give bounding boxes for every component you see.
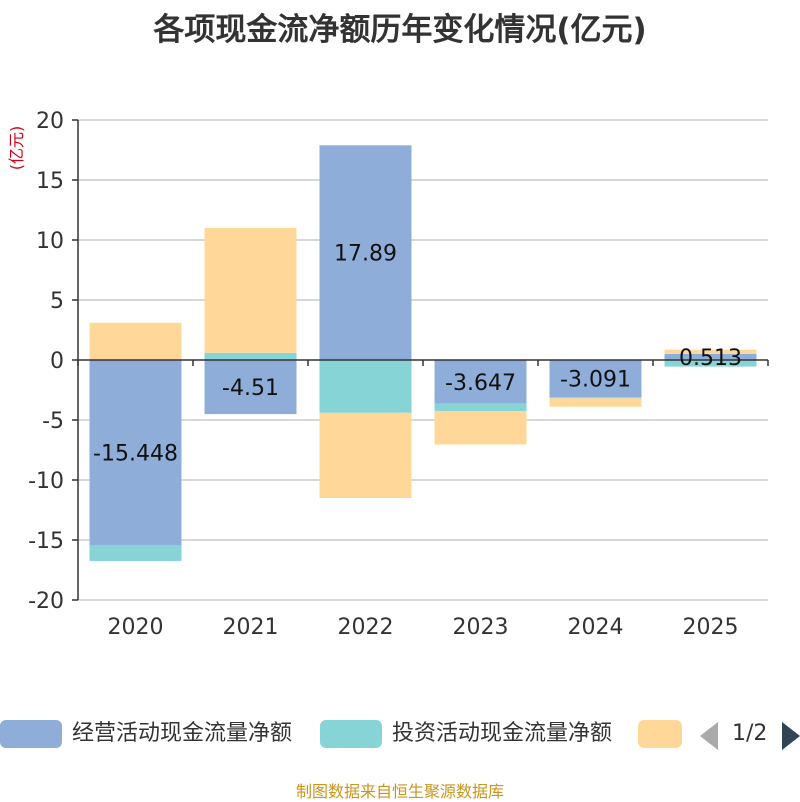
y-tick-label: 5 bbox=[50, 289, 64, 314]
y-tick-label: -20 bbox=[28, 589, 64, 614]
x-tick-label: 2020 bbox=[108, 615, 164, 640]
source-note: 制图数据来自恒生聚源数据库 bbox=[295, 782, 504, 801]
x-tick-label: 2022 bbox=[338, 615, 394, 640]
bars bbox=[89, 145, 757, 561]
x-tick-label: 2024 bbox=[568, 615, 624, 640]
bar-third-2021 bbox=[204, 228, 297, 353]
gridlines bbox=[78, 119, 768, 601]
chart-title: 各项现金流净额历年变化情况(亿元) bbox=[153, 12, 647, 48]
y-tick-label: -10 bbox=[28, 469, 64, 494]
legend-prev-page-icon[interactable] bbox=[700, 722, 718, 750]
bar-third-2022 bbox=[319, 412, 412, 498]
data-labels: -15.448 -4.51 17.89 -3.647 -3.091 0.513 bbox=[93, 242, 742, 467]
chart-plot: 20 15 10 5 0 -5 -10 -15 -20 (亿元) 2020 2021 2022 2023 2… bbox=[7, 109, 769, 640]
bar-investing-2025 bbox=[664, 360, 757, 367]
legend-swatch-operating bbox=[0, 720, 62, 748]
x-tick-label: 2025 bbox=[683, 615, 739, 640]
bar-operating-2022 bbox=[319, 145, 412, 360]
legend-swatch-third bbox=[638, 720, 682, 748]
y-tick-label: 0 bbox=[50, 349, 64, 374]
axes: 20 15 10 5 0 -5 -10 -15 -20 (亿元) 2020 2021 2022 2023 2… bbox=[7, 109, 769, 640]
bar-operating-2021 bbox=[204, 360, 297, 415]
bar-operating-2025 bbox=[664, 353, 757, 360]
bar-third-2024 bbox=[549, 398, 642, 407]
bar-investing-2021 bbox=[204, 352, 297, 360]
data-label-2020: -15.448 bbox=[93, 442, 178, 467]
bar-investing-2022 bbox=[319, 360, 412, 413]
data-label-2024: -3.091 bbox=[560, 368, 631, 393]
data-label-2025: 0.513 bbox=[679, 346, 742, 371]
data-label-2023: -3.647 bbox=[445, 371, 516, 396]
data-label-2021: -4.51 bbox=[222, 376, 279, 401]
legend-swatch-investing bbox=[320, 720, 382, 748]
bar-investing-2020 bbox=[89, 545, 182, 561]
y-tick-label: 10 bbox=[36, 229, 64, 254]
bar-third-2025 bbox=[664, 349, 757, 354]
bar-third-2020 bbox=[89, 322, 182, 360]
y-tick-label: -15 bbox=[28, 529, 64, 554]
legend: 经营活动现金流量净额 投资活动现金流量净额 1/2 bbox=[0, 716, 800, 752]
legend-label-operating: 经营活动现金流量净额 bbox=[72, 721, 293, 746]
x-tick-label: 2021 bbox=[223, 615, 279, 640]
legend-page-indicator: 1/2 bbox=[732, 721, 768, 746]
bar-third-2023 bbox=[434, 410, 527, 445]
bar-operating-2024 bbox=[549, 360, 642, 398]
y-axis-label: (亿元) bbox=[7, 126, 26, 171]
bar-operating-2020 bbox=[89, 360, 182, 546]
y-tick-label: 20 bbox=[36, 109, 64, 134]
bar-operating-2023 bbox=[434, 360, 527, 404]
y-tick-label: -5 bbox=[42, 409, 64, 434]
data-label-2022: 17.89 bbox=[334, 242, 397, 267]
bar-investing-2024 bbox=[549, 397, 642, 399]
bar-investing-2023 bbox=[434, 403, 527, 411]
legend-label-investing: 投资活动现金流量净额 bbox=[392, 721, 613, 746]
y-tick-label: 15 bbox=[36, 169, 64, 194]
legend-next-page-icon[interactable] bbox=[782, 722, 800, 750]
x-tick-label: 2023 bbox=[453, 615, 509, 640]
